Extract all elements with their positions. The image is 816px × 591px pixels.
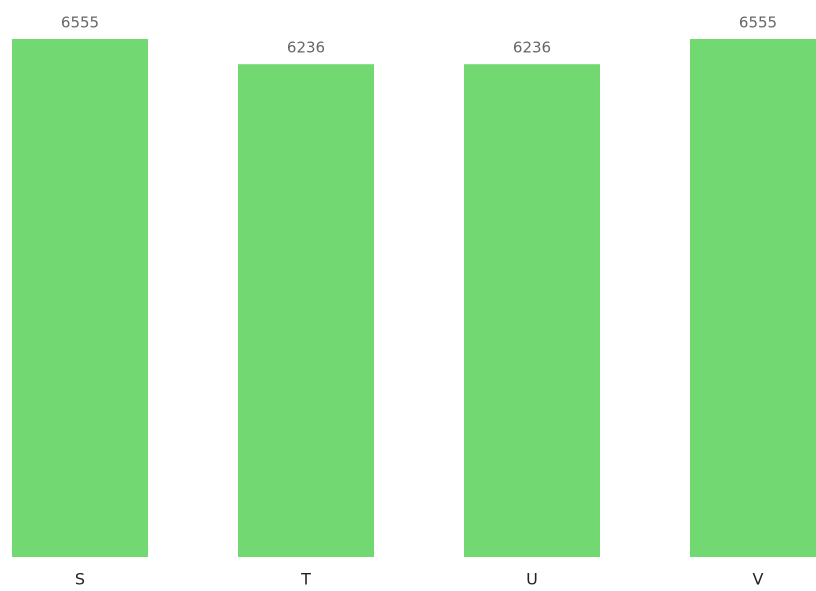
value-label: 6555 — [739, 14, 777, 32]
x-tick-label: S — [75, 570, 85, 589]
value-label: 6236 — [287, 39, 325, 57]
bar — [690, 39, 816, 557]
value-label: 6236 — [513, 39, 551, 57]
x-tick-label: U — [526, 570, 538, 589]
bar — [464, 64, 600, 557]
x-tick-label: V — [753, 570, 764, 589]
x-tick-label: T — [300, 570, 311, 589]
bar — [12, 39, 148, 557]
value-label: 6555 — [61, 14, 99, 32]
bar — [238, 64, 374, 557]
